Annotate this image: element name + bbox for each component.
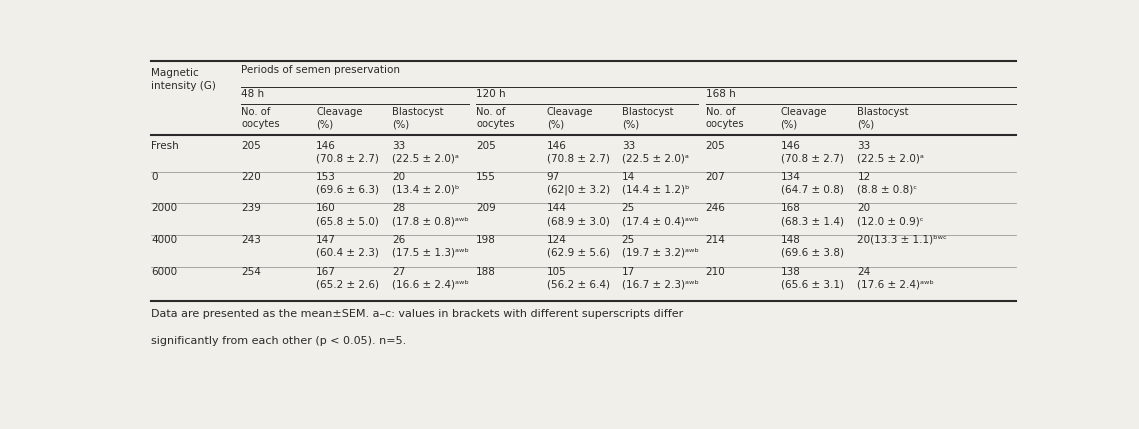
Text: 26
(17.5 ± 1.3)ᵃʷᵇ: 26 (17.5 ± 1.3)ᵃʷᵇ [392, 235, 469, 257]
Text: 48 h: 48 h [241, 89, 264, 99]
Text: 33
(22.5 ± 2.0)ᵃ: 33 (22.5 ± 2.0)ᵃ [622, 141, 689, 163]
Text: 4000: 4000 [151, 235, 178, 245]
Text: 17
(16.7 ± 2.3)ᵃʷᵇ: 17 (16.7 ± 2.3)ᵃʷᵇ [622, 267, 698, 290]
Text: 97
(62|0 ± 3.2): 97 (62|0 ± 3.2) [547, 172, 609, 195]
Text: 210: 210 [705, 267, 726, 277]
Text: 254: 254 [241, 267, 261, 277]
Text: Cleavage
(%): Cleavage (%) [547, 107, 593, 130]
Text: 24
(17.6 ± 2.4)ᵃʷᵇ: 24 (17.6 ± 2.4)ᵃʷᵇ [858, 267, 934, 290]
Text: 27
(16.6 ± 2.4)ᵃʷᵇ: 27 (16.6 ± 2.4)ᵃʷᵇ [392, 267, 469, 290]
Text: 0: 0 [151, 172, 157, 182]
Text: 148
(69.6 ± 3.8): 148 (69.6 ± 3.8) [780, 235, 844, 257]
Text: 243: 243 [241, 235, 261, 245]
Text: No. of
oocytes: No. of oocytes [241, 107, 280, 130]
Text: 205: 205 [705, 141, 726, 151]
Text: 160
(65.8 ± 5.0): 160 (65.8 ± 5.0) [317, 203, 379, 226]
Text: 105
(56.2 ± 6.4): 105 (56.2 ± 6.4) [547, 267, 609, 290]
Text: 220: 220 [241, 172, 261, 182]
Text: 25
(17.4 ± 0.4)ᵃʷᵇ: 25 (17.4 ± 0.4)ᵃʷᵇ [622, 203, 698, 226]
Text: 155: 155 [476, 172, 495, 182]
Text: 207: 207 [705, 172, 726, 182]
Text: 188: 188 [476, 267, 495, 277]
Text: significantly from each other (p < 0.05). n=5.: significantly from each other (p < 0.05)… [151, 335, 407, 346]
Text: 120 h: 120 h [476, 89, 506, 99]
Text: 20
(13.4 ± 2.0)ᵇ: 20 (13.4 ± 2.0)ᵇ [392, 172, 459, 195]
Text: 205: 205 [476, 141, 495, 151]
Text: 33
(22.5 ± 2.0)ᵃ: 33 (22.5 ± 2.0)ᵃ [858, 141, 924, 163]
Text: Magnetic
intensity (G): Magnetic intensity (G) [151, 68, 216, 91]
Text: 167
(65.2 ± 2.6): 167 (65.2 ± 2.6) [317, 267, 379, 290]
Text: 209: 209 [476, 203, 495, 214]
Text: Blastocyst
(%): Blastocyst (%) [392, 107, 444, 130]
Text: 198: 198 [476, 235, 495, 245]
Text: Cleavage
(%): Cleavage (%) [317, 107, 363, 130]
Text: 205: 205 [241, 141, 261, 151]
Text: No. of
oocytes: No. of oocytes [705, 107, 744, 130]
Text: 214: 214 [705, 235, 726, 245]
Text: 25
(19.7 ± 3.2)ᵃʷᵇ: 25 (19.7 ± 3.2)ᵃʷᵇ [622, 235, 698, 257]
Text: Fresh: Fresh [151, 141, 179, 151]
Text: Blastocyst
(%): Blastocyst (%) [858, 107, 909, 130]
Text: Cleavage
(%): Cleavage (%) [780, 107, 827, 130]
Text: 153
(69.6 ± 6.3): 153 (69.6 ± 6.3) [317, 172, 379, 195]
Text: 12
(8.8 ± 0.8)ᶜ: 12 (8.8 ± 0.8)ᶜ [858, 172, 918, 195]
Text: 124
(62.9 ± 5.6): 124 (62.9 ± 5.6) [547, 235, 609, 257]
Text: Data are presented as the mean±SEM. a–c: values in brackets with different super: Data are presented as the mean±SEM. a–c:… [151, 309, 683, 319]
Text: Periods of semen preservation: Periods of semen preservation [241, 65, 400, 75]
Text: Blastocyst
(%): Blastocyst (%) [622, 107, 673, 130]
Text: 6000: 6000 [151, 267, 178, 277]
Text: 138
(65.6 ± 3.1): 138 (65.6 ± 3.1) [780, 267, 844, 290]
Text: 20
(12.0 ± 0.9)ᶜ: 20 (12.0 ± 0.9)ᶜ [858, 203, 924, 226]
Text: 146
(70.8 ± 2.7): 146 (70.8 ± 2.7) [780, 141, 844, 163]
Text: 144
(68.9 ± 3.0): 144 (68.9 ± 3.0) [547, 203, 609, 226]
Text: 147
(60.4 ± 2.3): 147 (60.4 ± 2.3) [317, 235, 379, 257]
Text: 146
(70.8 ± 2.7): 146 (70.8 ± 2.7) [317, 141, 379, 163]
Text: 239: 239 [241, 203, 261, 214]
Text: 14
(14.4 ± 1.2)ᵇ: 14 (14.4 ± 1.2)ᵇ [622, 172, 689, 195]
Text: 168 h: 168 h [705, 89, 736, 99]
Text: 146
(70.8 ± 2.7): 146 (70.8 ± 2.7) [547, 141, 609, 163]
Text: 2000: 2000 [151, 203, 178, 214]
Text: 246: 246 [705, 203, 726, 214]
Text: 28
(17.8 ± 0.8)ᵃʷᵇ: 28 (17.8 ± 0.8)ᵃʷᵇ [392, 203, 469, 226]
Text: 33
(22.5 ± 2.0)ᵃ: 33 (22.5 ± 2.0)ᵃ [392, 141, 459, 163]
Text: 168
(68.3 ± 1.4): 168 (68.3 ± 1.4) [780, 203, 844, 226]
Text: 20(13.3 ± 1.1)ᵇʷᶜ: 20(13.3 ± 1.1)ᵇʷᶜ [858, 235, 948, 245]
Text: 134
(64.7 ± 0.8): 134 (64.7 ± 0.8) [780, 172, 844, 195]
Text: No. of
oocytes: No. of oocytes [476, 107, 515, 130]
